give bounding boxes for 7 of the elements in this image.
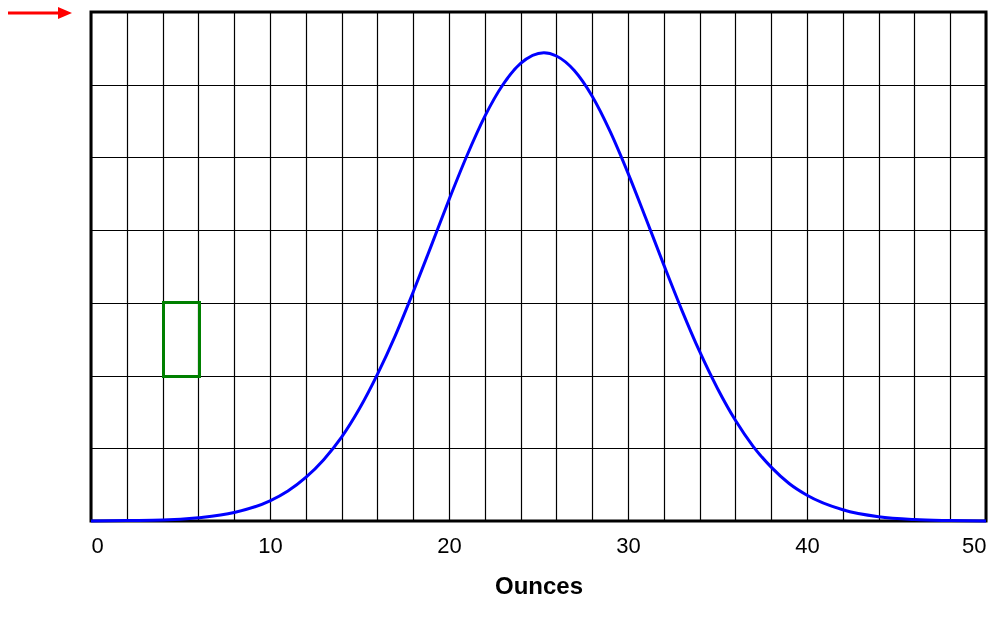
x-tick-label: 0 (91, 532, 104, 558)
x-axis-title: Ounces (494, 571, 584, 599)
x-tick-label: 30 (616, 532, 641, 558)
x-tick-label: 10 (258, 532, 283, 558)
x-tick-label: 20 (437, 532, 462, 558)
x-tick-label: 40 (795, 532, 820, 558)
x-tick-label: 50 (962, 532, 987, 558)
